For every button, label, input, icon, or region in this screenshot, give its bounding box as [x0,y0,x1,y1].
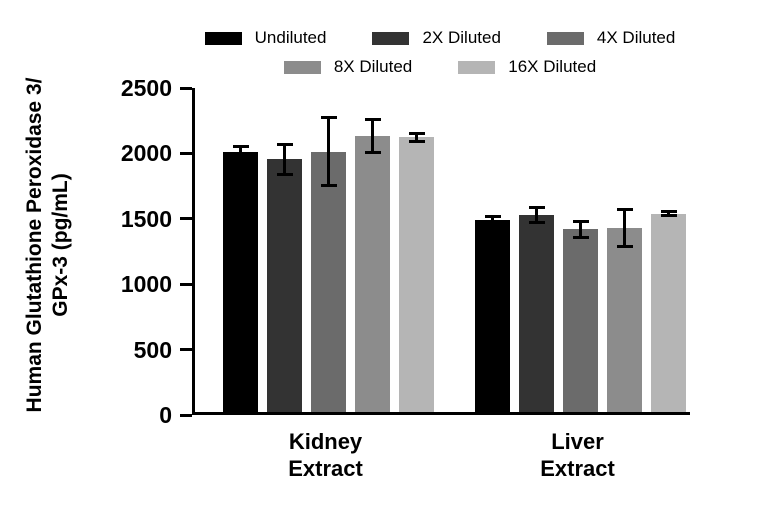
bar [223,151,258,412]
bar [519,215,554,412]
error-bar-cap-top [408,131,425,135]
bar [563,229,598,412]
bar-group [223,88,434,412]
y-tick-label: 500 [133,336,172,363]
legend-row: 8X Diluted 16X Diluted [283,57,596,77]
bar-slot [355,88,390,412]
y-tick-mark [180,282,192,286]
bar [311,151,346,412]
legend-item: 4X Diluted [546,28,676,48]
error-bar-line [283,144,286,175]
y-tick-label: 2500 [120,75,172,101]
error-bar-cap-top [320,116,337,120]
y-tick-label: 0 [159,402,172,428]
error-bar-cap-bottom [320,183,337,187]
legend-swatch [458,60,496,74]
legend-label: 2X Diluted [422,28,501,47]
y-axis-label: Human Glutathione Peroxidase 3/ GPx-3 (p… [23,77,72,413]
error-bar-cap-top [364,117,381,121]
error-bar-line [327,117,330,186]
error-bar-cap-top [484,215,501,219]
legend-swatch [283,60,321,74]
bar-group [475,88,686,412]
error-bar-line [239,146,242,157]
error-bar-line [667,211,670,216]
bar [355,135,390,412]
x-category-label: Kidney Extract [288,429,363,481]
legend-row: Undiluted 2X Diluted 4X Diluted [204,28,676,48]
error-bar-cap-bottom [276,172,293,176]
y-tick-mark [180,151,192,155]
bar-slot [223,88,258,412]
error-bar-cap-bottom [572,235,589,239]
bar [399,137,434,412]
error-bar-cap-top [232,145,249,149]
bar [607,227,642,412]
error-bar-cap-top [528,206,545,210]
bar-slot [399,88,434,412]
error-bar-line [415,133,418,142]
bar [651,213,686,412]
error-bar-cap-top [572,220,589,223]
bar [267,159,302,412]
bar-slot [475,88,510,412]
error-bar-cap-top [276,142,293,146]
y-tick-mark [180,217,192,221]
legend-label: 4X Diluted [596,28,676,47]
error-bar-line [579,221,582,238]
bar-slot [519,88,554,412]
error-bar-cap-bottom [232,154,249,158]
error-bar-cap-top [660,210,677,214]
error-bar-line [491,216,494,224]
legend-label: 16X Diluted [508,57,597,76]
y-tick-label: 2000 [120,140,172,167]
error-bar-cap-bottom [484,221,501,225]
legend-item: 16X Diluted [458,57,596,77]
bar-slot [651,88,686,412]
error-bar-line [623,209,626,247]
y-tick-label: 1500 [120,205,172,232]
error-bar-line [535,207,538,223]
legend-swatch [204,31,242,45]
plot-area [192,88,690,415]
error-bar-cap-bottom [660,214,677,218]
legend-label: 8X Diluted [333,57,413,76]
error-bar-cap-bottom [364,151,381,155]
legend-label: Undiluted [254,28,327,47]
legend-swatch [372,31,410,45]
error-bar-line [371,119,374,153]
legend-swatch [546,31,584,45]
bar-slot [607,88,642,412]
bar-slot [563,88,598,412]
error-bar-cap-bottom [408,139,425,143]
y-tick-mark [180,86,192,90]
y-tick-mark [180,348,192,352]
bar [475,220,510,412]
y-tick-mark [180,413,192,417]
error-bar-cap-bottom [528,220,545,224]
bar-slot [311,88,346,412]
x-category-label: Liver Extract [540,429,615,481]
legend-item: 2X Diluted [372,28,501,48]
error-bar-cap-bottom [616,245,633,249]
error-bar-cap-top [616,207,633,211]
bar-slot [267,88,302,412]
legend-item: 8X Diluted [283,57,413,77]
y-tick-label: 1000 [120,271,172,298]
legend: Undiluted 2X Diluted 4X Diluted 8X Diluted 1… [180,28,700,77]
legend-item: Undiluted [204,28,327,48]
